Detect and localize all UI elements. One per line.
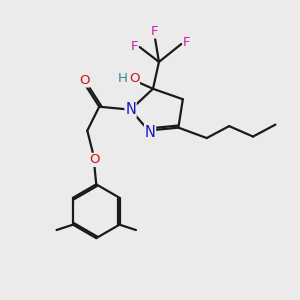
Text: F: F <box>151 25 158 38</box>
Text: H: H <box>118 72 128 86</box>
Text: N: N <box>145 124 155 140</box>
Text: F: F <box>130 40 138 53</box>
Text: O: O <box>129 72 140 86</box>
Text: F: F <box>183 36 190 49</box>
Text: N: N <box>125 102 136 117</box>
Text: O: O <box>89 153 100 167</box>
Text: O: O <box>79 74 90 87</box>
